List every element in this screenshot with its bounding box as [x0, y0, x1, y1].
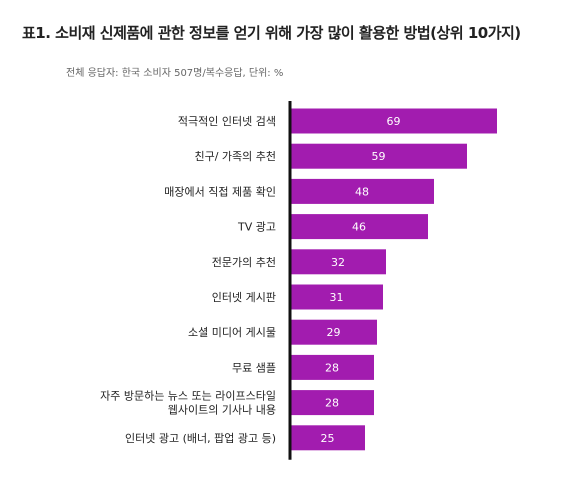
category-label: TV 광고: [237, 221, 276, 234]
bar-value-label: 59: [372, 150, 386, 163]
category-label: 인터넷 게시판: [212, 291, 276, 304]
bar: [290, 178, 434, 204]
chart-title: 표1. 소비재 신제품에 관한 정보를 얻기 위해 가장 많이 활용한 방법(상…: [22, 24, 521, 42]
bar: [290, 108, 497, 134]
category-label: 친구/ 가족의 추천: [194, 149, 276, 163]
bar: [290, 425, 365, 451]
bar-value-label: 48: [355, 185, 369, 198]
bar-group: 69 적극적인 인터넷 검색 59 친구/ 가족의 추천 48 매장에서 직접 제품 확인…: [100, 108, 497, 451]
bar-value-label: 31: [330, 291, 344, 304]
bar: [290, 143, 467, 169]
bar: [290, 249, 386, 275]
bar: [290, 214, 428, 240]
bar-value-label: 28: [325, 361, 339, 374]
bar-value-label: 25: [321, 432, 335, 445]
category-label: 웹사이트의 기사나 내용: [168, 404, 276, 417]
bar: [290, 284, 383, 310]
chart-subtitle: 전체 응답자: 한국 소비자 507명/복수응답, 단위: %: [66, 68, 284, 79]
category-label: 소셜 미디어 게시물: [188, 326, 276, 339]
bar: [290, 319, 377, 345]
bar: [290, 390, 374, 416]
bar-value-label: 46: [352, 221, 366, 234]
category-label: 무료 샘플: [232, 361, 276, 374]
bar-value-label: 28: [325, 397, 339, 410]
category-label: 매장에서 직접 제품 확인: [164, 185, 276, 198]
category-label: 전문가의 추천: [212, 255, 276, 269]
category-label: 인터넷 광고 (배너, 팝업 광고 등): [125, 432, 276, 445]
bar-value-label: 29: [327, 326, 341, 339]
bar-value-label: 69: [387, 115, 401, 128]
category-label: 자주 방문하는 뉴스 또는 라이프스타일: [100, 389, 276, 403]
category-label: 적극적인 인터넷 검색: [178, 115, 276, 128]
bar-value-label: 32: [331, 256, 345, 269]
bar: [290, 354, 374, 380]
